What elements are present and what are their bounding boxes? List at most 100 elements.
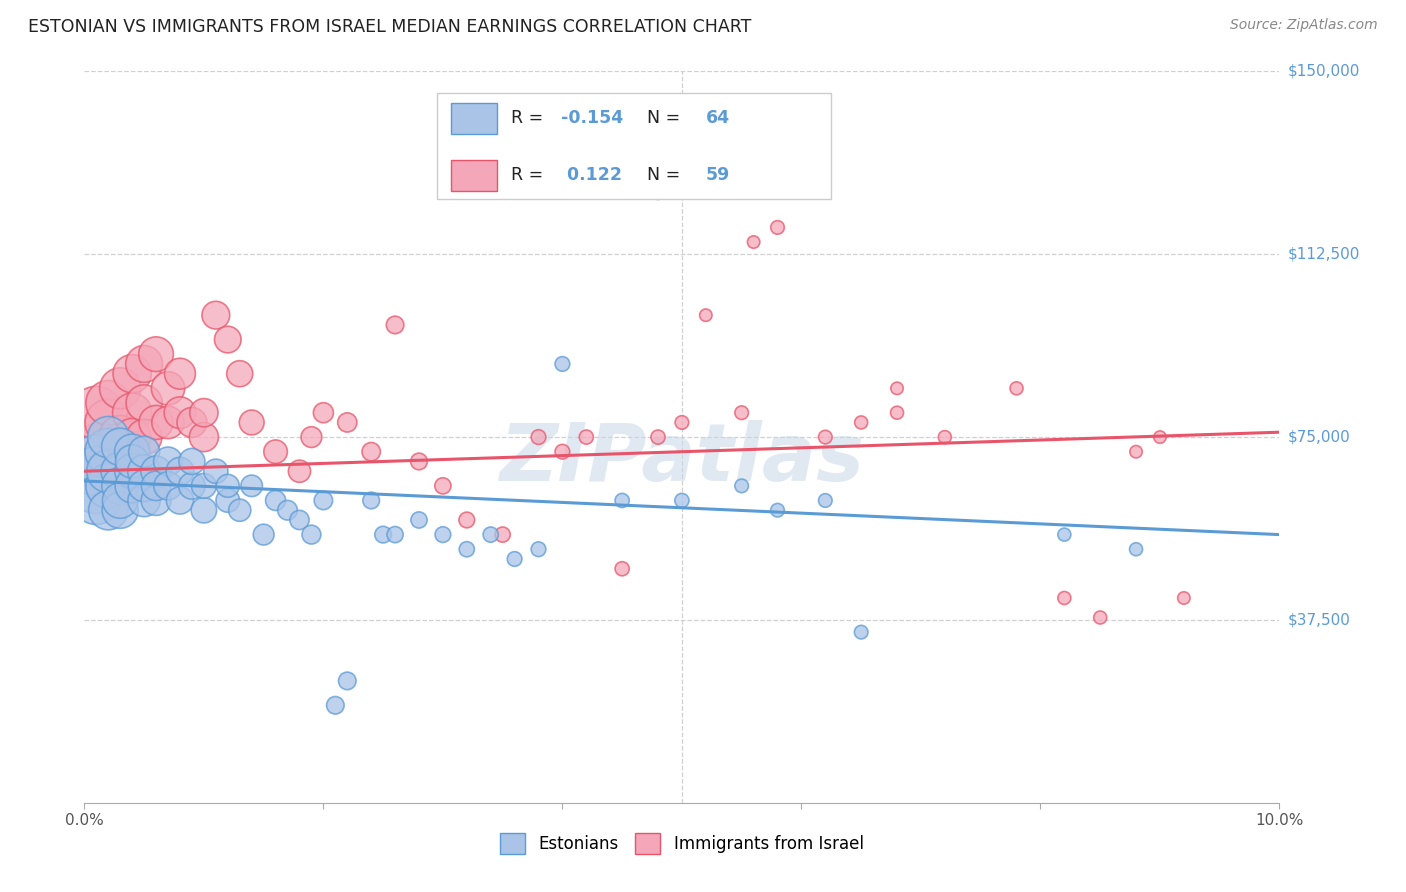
Point bbox=[886, 406, 908, 420]
Point bbox=[814, 493, 837, 508]
Point bbox=[1125, 444, 1147, 458]
Point bbox=[121, 444, 143, 458]
Point bbox=[205, 464, 228, 478]
Text: $37,500: $37,500 bbox=[1288, 613, 1351, 627]
Point bbox=[205, 308, 228, 322]
Point bbox=[132, 479, 156, 493]
Point bbox=[145, 464, 167, 478]
Point bbox=[110, 381, 132, 395]
Point bbox=[193, 430, 215, 444]
Point bbox=[86, 464, 108, 478]
Legend: Estonians, Immigrants from Israel: Estonians, Immigrants from Israel bbox=[494, 827, 870, 860]
Point bbox=[157, 454, 180, 468]
Point bbox=[97, 416, 120, 430]
Point bbox=[1090, 610, 1112, 624]
Point bbox=[432, 479, 454, 493]
Text: $150,000: $150,000 bbox=[1288, 64, 1360, 78]
Point bbox=[97, 464, 120, 478]
Point bbox=[145, 347, 167, 361]
Point bbox=[456, 542, 478, 557]
Text: -0.154: -0.154 bbox=[561, 109, 623, 128]
Point bbox=[86, 493, 108, 508]
Point bbox=[157, 479, 180, 493]
Point bbox=[731, 479, 754, 493]
Point bbox=[373, 527, 395, 541]
Point bbox=[121, 367, 143, 381]
Point bbox=[157, 416, 180, 430]
Text: R =: R = bbox=[510, 109, 548, 128]
Point bbox=[766, 503, 789, 517]
Point bbox=[886, 381, 908, 395]
Point bbox=[575, 430, 598, 444]
Point bbox=[301, 527, 323, 541]
Point bbox=[169, 367, 191, 381]
Point bbox=[277, 503, 299, 517]
Point bbox=[264, 444, 287, 458]
Point bbox=[336, 673, 359, 688]
Point bbox=[432, 527, 454, 541]
Point bbox=[169, 493, 191, 508]
Point bbox=[97, 430, 120, 444]
Point bbox=[647, 430, 669, 444]
Point bbox=[253, 527, 276, 541]
Point bbox=[217, 333, 239, 347]
Point bbox=[551, 444, 574, 458]
Text: 0.122: 0.122 bbox=[561, 166, 623, 185]
Point bbox=[934, 430, 956, 444]
FancyBboxPatch shape bbox=[451, 160, 496, 191]
Point bbox=[336, 416, 359, 430]
Point bbox=[132, 357, 156, 371]
Point bbox=[121, 430, 143, 444]
Point bbox=[527, 542, 550, 557]
Point bbox=[228, 367, 252, 381]
Point bbox=[110, 493, 132, 508]
Point bbox=[121, 464, 143, 478]
Point bbox=[86, 479, 108, 493]
Point bbox=[360, 444, 382, 458]
Point bbox=[240, 416, 263, 430]
Text: Source: ZipAtlas.com: Source: ZipAtlas.com bbox=[1230, 18, 1378, 32]
Point bbox=[408, 513, 430, 527]
Point bbox=[97, 396, 120, 410]
Point bbox=[384, 527, 406, 541]
Point bbox=[456, 513, 478, 527]
Point bbox=[408, 454, 430, 468]
Point bbox=[671, 416, 693, 430]
Point bbox=[121, 454, 143, 468]
Point bbox=[1149, 430, 1171, 444]
Point bbox=[86, 406, 108, 420]
Point bbox=[479, 527, 502, 541]
Text: $75,000: $75,000 bbox=[1288, 430, 1351, 444]
Point bbox=[731, 406, 754, 420]
Point bbox=[97, 444, 120, 458]
Point bbox=[110, 479, 132, 493]
Point bbox=[671, 493, 693, 508]
Point bbox=[1173, 591, 1195, 605]
Point bbox=[145, 479, 167, 493]
Point bbox=[110, 440, 132, 454]
Point bbox=[86, 444, 108, 458]
Text: R =: R = bbox=[510, 166, 548, 185]
Point bbox=[301, 430, 323, 444]
Point bbox=[384, 318, 406, 332]
Point bbox=[240, 479, 263, 493]
Point bbox=[503, 552, 526, 566]
Point bbox=[132, 444, 156, 458]
Point bbox=[1053, 527, 1076, 541]
Point bbox=[695, 308, 717, 322]
Point bbox=[612, 562, 634, 576]
Point bbox=[157, 381, 180, 395]
Point bbox=[1125, 542, 1147, 557]
Point bbox=[193, 503, 215, 517]
FancyBboxPatch shape bbox=[451, 103, 496, 134]
Point bbox=[145, 416, 167, 430]
Point bbox=[312, 493, 335, 508]
Point bbox=[325, 698, 347, 713]
Point bbox=[312, 406, 335, 420]
Point bbox=[132, 464, 156, 478]
Point bbox=[217, 479, 239, 493]
Point bbox=[492, 527, 515, 541]
Point bbox=[612, 493, 634, 508]
Text: ESTONIAN VS IMMIGRANTS FROM ISRAEL MEDIAN EARNINGS CORRELATION CHART: ESTONIAN VS IMMIGRANTS FROM ISRAEL MEDIA… bbox=[28, 18, 751, 36]
Point bbox=[527, 430, 550, 444]
